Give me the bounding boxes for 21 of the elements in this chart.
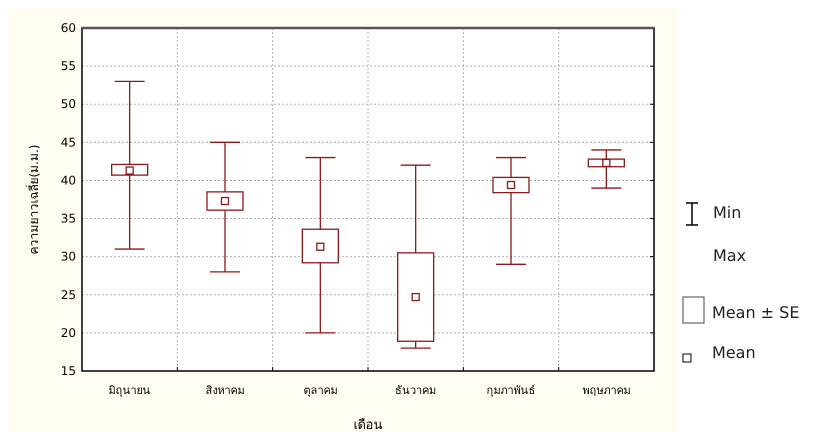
y-axis-title: ความยาวเฉลี่ย(ม.ม.) <box>25 144 41 254</box>
y-tick-label: 25 <box>60 288 76 302</box>
y-tick-label: 60 <box>60 21 76 35</box>
y-tick-label: 30 <box>60 250 76 264</box>
text: Mean ± SE <box>712 303 800 322</box>
y-tick-label: 45 <box>60 135 76 150</box>
text: Min Max <box>713 203 746 265</box>
x-tick-label: ตุลาคม <box>303 384 338 397</box>
y-tick-label: 55 <box>60 59 76 74</box>
x-tick-label: พฤษภาคม <box>582 384 630 397</box>
y-tick-label: 40 <box>60 173 76 188</box>
x-tick-label: กุมภาพันธ์ <box>486 384 536 397</box>
y-tick-label: 20 <box>60 326 76 340</box>
y-tick-label: 35 <box>60 212 76 226</box>
x-axis-title: เดือน <box>354 417 382 432</box>
y-tick-label: 50 <box>60 97 76 112</box>
y-tick-label: 15 <box>60 364 76 378</box>
x-tick-label: ธันวาคม <box>395 384 436 397</box>
text: Mean <box>712 343 756 362</box>
x-tick-label: สิงหาคม <box>206 384 244 397</box>
x-tick-label: มิถุนายน <box>108 384 151 397</box>
